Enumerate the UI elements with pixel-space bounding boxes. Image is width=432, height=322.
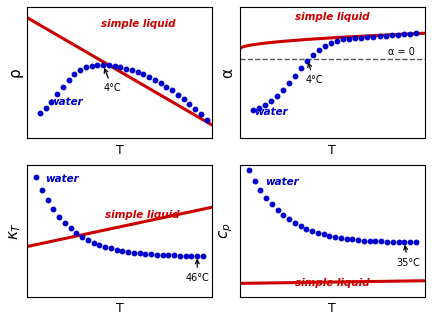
Y-axis label: $\kappa_T$: $\kappa_T$ [7, 222, 22, 240]
Text: α = 0: α = 0 [388, 47, 415, 57]
Text: 4°C: 4°C [104, 69, 121, 93]
Text: water: water [45, 174, 79, 184]
Text: simple liquid: simple liquid [105, 210, 179, 220]
Text: 4°C: 4°C [305, 63, 323, 85]
Text: 46°C: 46°C [185, 260, 209, 283]
X-axis label: T: T [116, 302, 124, 315]
X-axis label: T: T [328, 144, 336, 157]
Y-axis label: α: α [220, 68, 235, 78]
Y-axis label: ρ: ρ [8, 68, 22, 78]
Text: water: water [49, 98, 83, 108]
Text: water: water [266, 177, 299, 187]
Text: water: water [254, 107, 288, 117]
Y-axis label: $c_p$: $c_p$ [218, 223, 235, 239]
Text: simple liquid: simple liquid [101, 19, 175, 29]
Text: simple liquid: simple liquid [295, 12, 370, 22]
X-axis label: T: T [328, 302, 336, 315]
Text: 35°C: 35°C [396, 246, 420, 268]
Text: simple liquid: simple liquid [295, 278, 370, 288]
X-axis label: T: T [116, 144, 124, 157]
